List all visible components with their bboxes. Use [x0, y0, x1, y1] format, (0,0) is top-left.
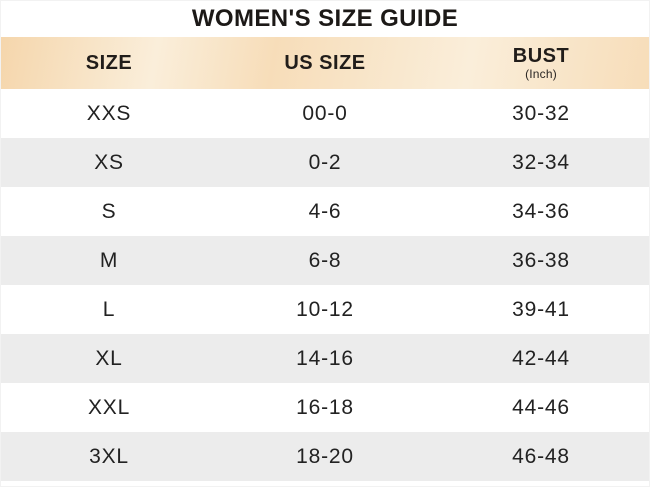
- header-us-size-label: US SIZE: [284, 51, 366, 74]
- cell-size: XL: [95, 346, 123, 370]
- table-header: SIZE US SIZE BUST (Inch): [1, 37, 649, 89]
- cell-bust: 32-34: [512, 150, 570, 174]
- cell-size: XS: [94, 150, 124, 174]
- table-row: XS 0-2 32-34: [1, 138, 649, 187]
- header-cell-size: SIZE: [1, 37, 217, 89]
- cell-size: XXS: [86, 101, 132, 125]
- cell-us-size: 10-12: [296, 297, 354, 321]
- cell-bust: 30-32: [512, 101, 570, 125]
- header-cell-us-size: US SIZE: [217, 37, 433, 89]
- table-row: XL 14-16 42-44: [1, 334, 649, 383]
- table-row: XXS 00-0 30-32: [1, 89, 649, 138]
- cell-us-size: 6-8: [308, 248, 342, 272]
- cell-us-size: 14-16: [296, 346, 354, 370]
- cell-size: L: [102, 297, 116, 321]
- header-bust-label: BUST: [512, 44, 570, 67]
- cell-bust: 36-38: [512, 248, 570, 272]
- cell-bust: 39-41: [512, 297, 570, 321]
- cell-us-size: 16-18: [296, 395, 354, 419]
- cell-us-size: 4-6: [308, 199, 342, 223]
- cell-size: M: [99, 248, 119, 272]
- cell-size: S: [101, 199, 117, 223]
- cell-size: 3XL: [89, 444, 129, 468]
- table-body: XXS 00-0 30-32 XS 0-2 32-34 S 4-6 34-36 …: [1, 89, 649, 481]
- header-cell-bust: BUST (Inch): [433, 37, 649, 89]
- table-row: S 4-6 34-36: [1, 187, 649, 236]
- table-row: L 10-12 39-41: [1, 285, 649, 334]
- title-band: WOMEN'S SIZE GUIDE: [1, 1, 649, 37]
- cell-size: XXL: [87, 395, 131, 419]
- cell-bust: 34-36: [512, 199, 570, 223]
- cell-us-size: 00-0: [302, 101, 348, 125]
- page-title: WOMEN'S SIZE GUIDE: [191, 5, 459, 32]
- header-bust-unit-label: (Inch): [525, 66, 557, 81]
- cell-bust: 44-46: [512, 395, 570, 419]
- cell-us-size: 18-20: [296, 444, 354, 468]
- table-row: XXL 16-18 44-46: [1, 383, 649, 432]
- cell-bust: 46-48: [512, 444, 570, 468]
- table-row: 3XL 18-20 46-48: [1, 432, 649, 481]
- cell-bust: 42-44: [512, 346, 570, 370]
- header-size-label: SIZE: [85, 51, 133, 74]
- table-row: M 6-8 36-38: [1, 236, 649, 285]
- cell-us-size: 0-2: [308, 150, 342, 174]
